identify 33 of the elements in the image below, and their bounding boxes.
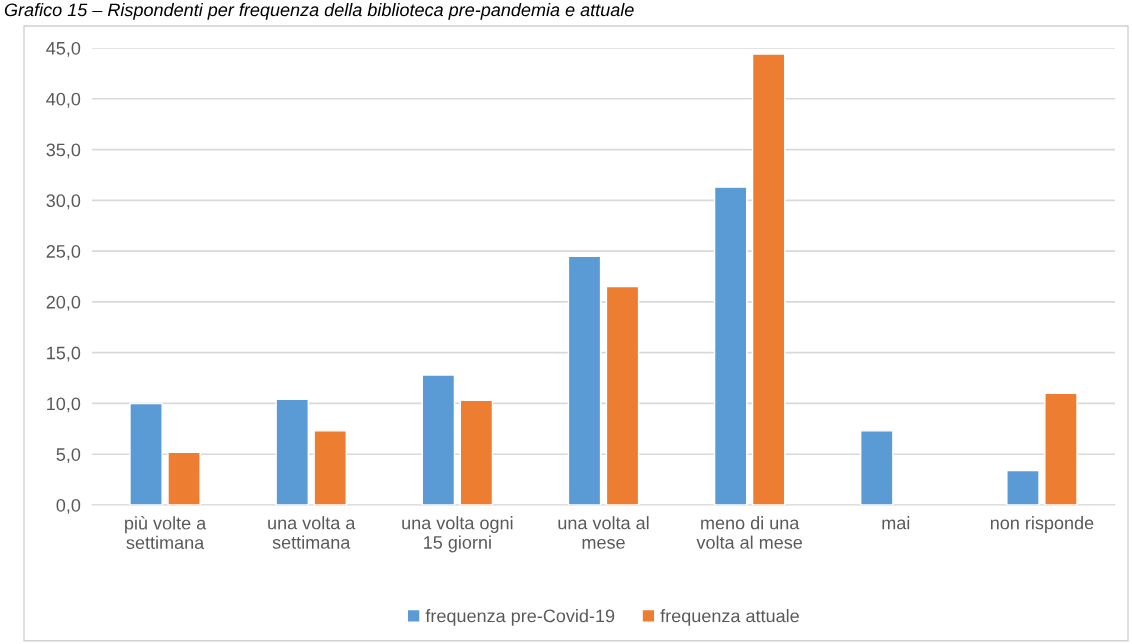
x-tick-label: una volta ogni 15 giorni (402, 516, 513, 553)
y-tick-label: 25,0 (46, 245, 81, 260)
bar (860, 430, 894, 505)
y-tick-label: 45,0 (46, 41, 81, 57)
bar (313, 430, 347, 505)
y-tick-label: 5,0 (56, 448, 81, 464)
bar (605, 285, 640, 505)
bar (567, 255, 602, 505)
x-tick-label: più volte a settimana (125, 516, 207, 550)
chart-title: Grafico 15 – Rispondenti per frequenza della biblioteca pre-pandemia e attuale (4, 3, 634, 20)
y-tick-label: 10,0 (47, 397, 81, 413)
x-tick-label: non risponde (990, 516, 1094, 533)
bar (713, 186, 748, 505)
bar (129, 402, 163, 505)
x-tick-label: una volta a settimana (268, 516, 356, 549)
x-tick-label: meno di una volta al mese (696, 516, 803, 549)
y-tick-label: 0,0 (56, 498, 81, 514)
x-tick-label: una volta al mese (558, 516, 649, 549)
bar (1044, 392, 1078, 505)
bar (751, 53, 786, 505)
legend-label: frequenza pre-Covid-19 (425, 609, 615, 626)
y-tick-label: 35,0 (46, 143, 81, 159)
bar (275, 398, 309, 505)
bar (459, 399, 494, 505)
bar (1006, 469, 1040, 505)
y-tick-label: 20,0 (46, 295, 81, 311)
legend-label: frequenza attuale (660, 609, 799, 626)
bar (421, 374, 456, 505)
x-tick-label: mai (882, 516, 910, 530)
y-tick-label: 30,0 (46, 194, 81, 210)
bar (167, 451, 201, 505)
y-tick-label: 40,0 (46, 92, 81, 108)
y-tick-label: 15,0 (47, 346, 81, 362)
